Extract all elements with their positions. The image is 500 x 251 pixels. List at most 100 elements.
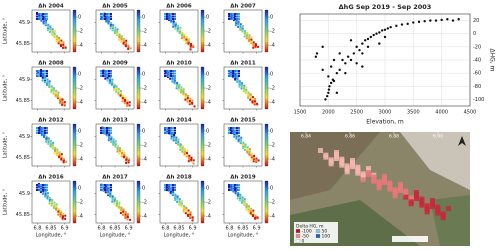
glacier-pixel xyxy=(108,75,110,77)
glacier-pixel xyxy=(120,89,123,92)
change-pixel xyxy=(430,204,435,209)
y-tick-label: -60 xyxy=(473,71,481,77)
glacier-pixel xyxy=(244,145,247,148)
glacier-pixel xyxy=(189,211,192,214)
glacier-pixel xyxy=(120,208,123,211)
glacier-pixel xyxy=(244,148,247,151)
glacier-pixel xyxy=(112,140,115,143)
glacier-pixel xyxy=(176,197,179,200)
glacier-pixel xyxy=(104,189,106,191)
glacier-pixel xyxy=(108,189,110,191)
glacier-pixel xyxy=(228,128,231,131)
glacier-pixel xyxy=(230,189,232,191)
glacier-pixel xyxy=(170,186,172,189)
glacier-pixel xyxy=(124,96,127,99)
glacier-pixel xyxy=(238,15,240,18)
glacier-pixel xyxy=(104,18,106,20)
glacier-pixel xyxy=(247,91,250,94)
glacier-pixel xyxy=(58,153,61,156)
colorbar-tick-label: -4 xyxy=(142,157,147,163)
glacier-pixel xyxy=(236,189,238,191)
glacier-pixel xyxy=(238,13,240,15)
glacier-pixel xyxy=(127,47,130,50)
glacier-pixel xyxy=(171,77,174,80)
glacier-pixel xyxy=(53,149,56,152)
glacier-pixel xyxy=(59,96,62,99)
glacier-pixel xyxy=(42,18,44,20)
colorbar xyxy=(136,66,141,110)
glacier-pixel xyxy=(52,206,55,209)
point xyxy=(417,20,421,24)
glacier-pixel xyxy=(250,155,253,158)
glacier-pixel xyxy=(40,133,43,136)
glacier-pixel xyxy=(110,137,113,140)
colorbar-tick-label: -4 xyxy=(270,100,275,106)
glacier-pixel xyxy=(42,73,45,76)
glacier-pixel xyxy=(230,70,232,72)
glacier-pixel xyxy=(109,24,112,27)
glacier-pixel xyxy=(239,25,242,28)
glacier-pixel xyxy=(126,218,129,221)
point xyxy=(315,52,319,55)
glacier-pixel xyxy=(108,81,111,84)
glacier-pixel xyxy=(252,43,255,46)
glacier-pixel xyxy=(58,151,61,154)
point xyxy=(383,28,387,31)
colorbar xyxy=(72,66,77,110)
glacier-pixel xyxy=(183,33,186,36)
glacier-pixel xyxy=(247,96,250,99)
glacier-pixel xyxy=(230,184,232,186)
glacier-pixel xyxy=(176,195,179,198)
glacier-pixel xyxy=(110,132,112,134)
glacier-pixel xyxy=(234,13,236,15)
change-pixel xyxy=(435,210,441,216)
glacier-pixel xyxy=(40,186,42,189)
glacier-pixel xyxy=(170,184,172,186)
y-tick-label: 45.85 xyxy=(16,41,30,47)
glacier-pixel xyxy=(53,152,56,155)
glacier-pixel xyxy=(44,192,47,195)
glacier-pixel xyxy=(243,200,246,203)
glacier-pixel xyxy=(241,196,244,199)
terrain xyxy=(290,132,380,200)
glacier-pixel xyxy=(191,216,194,219)
glacier-pixel xyxy=(172,72,174,75)
glacier-pixel xyxy=(44,23,47,26)
glacier-pixel xyxy=(44,13,46,15)
glacier-pixel xyxy=(168,184,170,186)
glacier-pixel xyxy=(123,151,126,154)
glacier-pixel xyxy=(53,34,56,37)
x-tick-label: 2000 xyxy=(322,110,335,116)
glacier-pixel xyxy=(256,102,259,105)
change-pixel xyxy=(344,169,350,175)
x-axis-label: Longitude, ° xyxy=(228,233,259,239)
colorbar-tick-label: -4 xyxy=(270,214,275,220)
glacier-pixel xyxy=(230,15,232,18)
glacier-pixel xyxy=(246,150,249,153)
glacier-pixel xyxy=(36,184,38,186)
glacier-pixel xyxy=(234,184,236,186)
glacier-pixel xyxy=(116,32,119,35)
glacier-pixel xyxy=(191,101,194,104)
glacier-pixel xyxy=(44,132,46,134)
glacier-pixel xyxy=(172,18,174,20)
glacier-pixel xyxy=(125,161,128,164)
glacier-pixel xyxy=(115,90,118,93)
glacier-pixel xyxy=(124,211,127,214)
x-tick-label: 6.85 xyxy=(45,226,56,232)
glacier-pixel xyxy=(174,129,176,132)
y-tick-label: 45.9 xyxy=(19,77,30,83)
glacier-pixel xyxy=(38,132,40,134)
colorbar-tick-label: 0 xyxy=(270,129,273,135)
glacier-pixel xyxy=(108,184,110,186)
glacier-pixel xyxy=(184,147,187,150)
glacier-pixel xyxy=(252,46,255,49)
glacier-pixel xyxy=(109,190,112,193)
glacier-pixel xyxy=(164,186,166,189)
glacier-pixel xyxy=(166,72,168,75)
glacier-pixel xyxy=(116,145,119,148)
glacier-pixel xyxy=(232,185,235,188)
change-pixel xyxy=(328,161,334,167)
glacier-pixel xyxy=(40,132,42,134)
change-pixel xyxy=(355,170,361,176)
